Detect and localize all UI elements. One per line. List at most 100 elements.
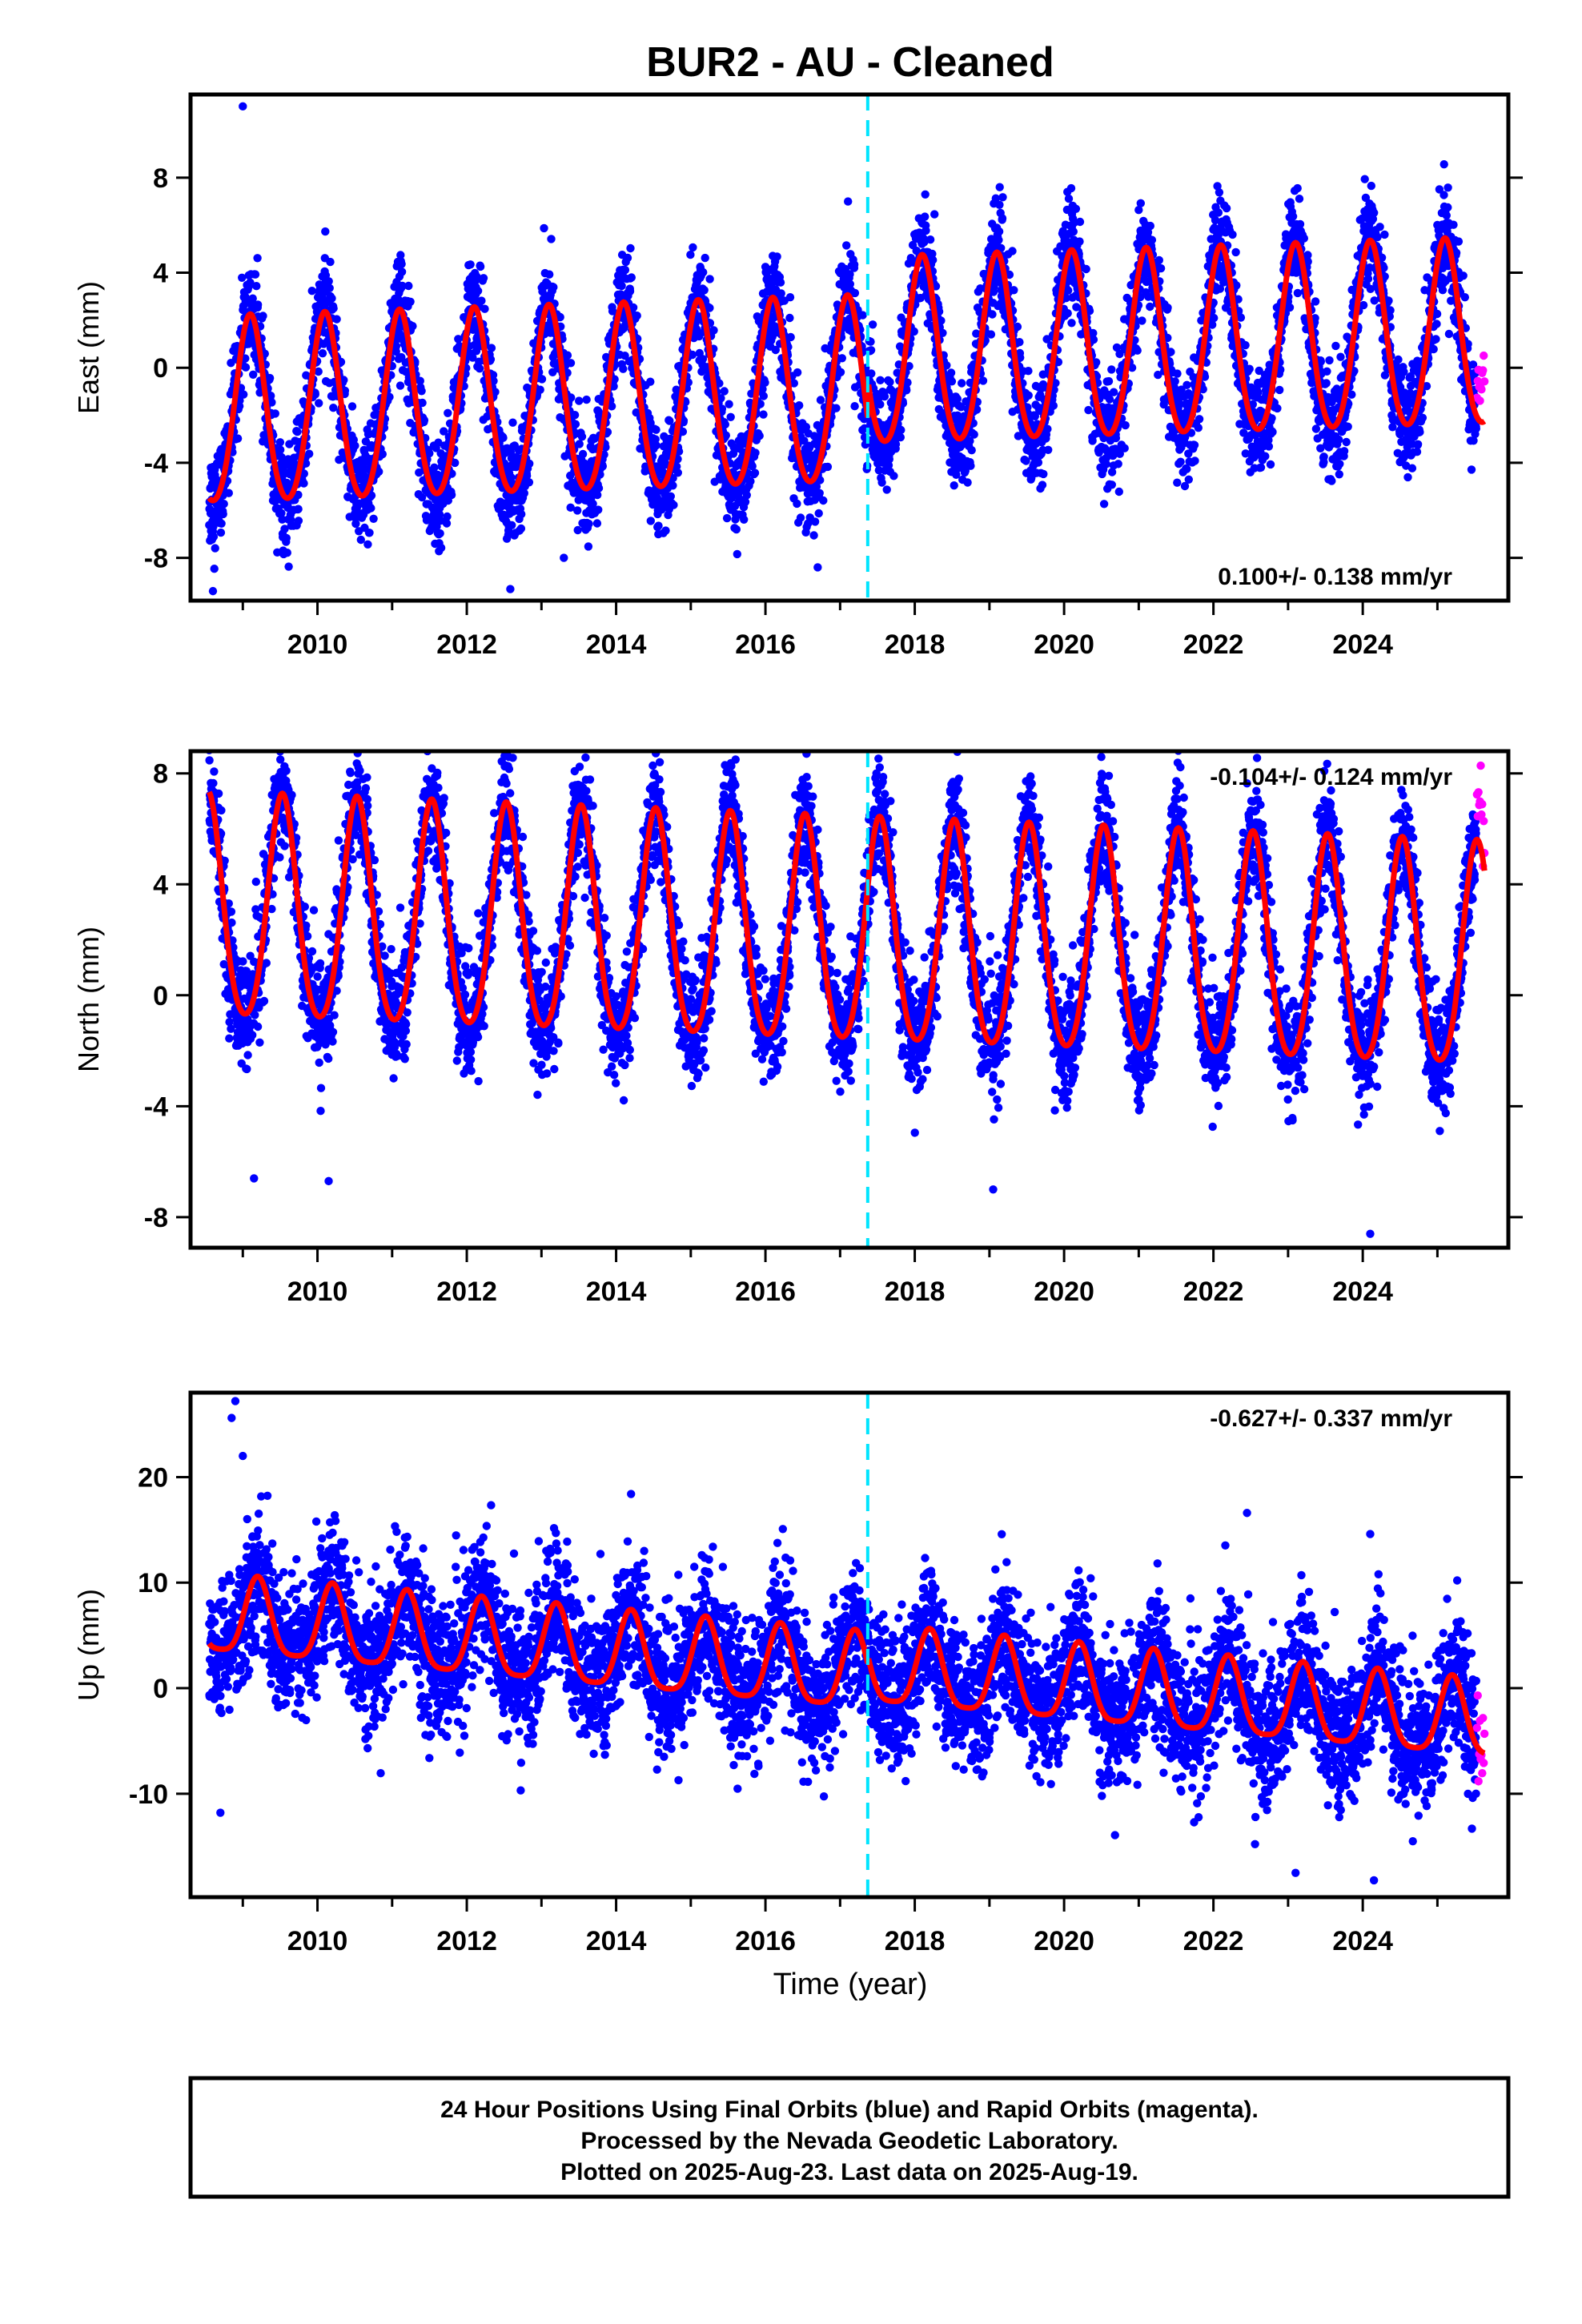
final-orbit-point	[522, 471, 532, 480]
final-orbit-point	[524, 478, 534, 487]
final-orbit-point	[632, 312, 641, 320]
final-orbit-point	[278, 515, 287, 524]
final-orbit-point	[434, 438, 443, 447]
final-orbit-point	[966, 461, 975, 470]
final-orbit-point	[517, 509, 526, 519]
final-orbit-point	[246, 278, 255, 287]
final-orbit-point	[1075, 237, 1084, 246]
final-orbit-point	[882, 485, 891, 494]
final-orbit-point	[435, 510, 444, 519]
final-orbit-point	[909, 327, 918, 336]
final-orbit-point	[609, 382, 618, 391]
final-orbit-point	[315, 399, 323, 408]
final-orbit-point	[673, 468, 682, 477]
final-orbit-point	[398, 281, 407, 291]
final-orbit-point	[651, 435, 660, 444]
final-orbit-point	[620, 265, 630, 275]
final-orbit-point	[582, 395, 591, 404]
final-orbit-point	[998, 214, 1007, 223]
final-orbit-point	[415, 468, 424, 477]
final-orbit-point	[885, 455, 894, 464]
final-orbit-point	[657, 505, 666, 514]
final-orbit-point	[994, 227, 1004, 236]
final-orbit-point	[850, 288, 860, 298]
final-orbit-point	[375, 467, 383, 476]
final-orbit-point	[294, 490, 303, 500]
final-orbit-point	[842, 241, 851, 250]
final-orbit-point	[646, 377, 655, 386]
final-orbit-point	[1214, 208, 1223, 217]
final-orbit-point	[326, 257, 335, 267]
final-orbit-point	[617, 281, 626, 291]
final-orbit-point	[1231, 247, 1240, 257]
final-orbit-point	[1191, 456, 1199, 465]
final-orbit-point	[793, 368, 802, 377]
final-orbit-point	[1195, 415, 1204, 424]
final-orbit-point	[397, 267, 407, 276]
final-orbit-point	[418, 398, 427, 408]
final-orbit-point	[988, 310, 997, 319]
final-orbit-point	[332, 315, 341, 324]
final-orbit-point	[584, 519, 593, 529]
final-orbit-point	[819, 496, 828, 505]
final-orbit-point	[216, 528, 226, 537]
final-orbit-point	[947, 377, 957, 386]
final-orbit-point	[958, 379, 966, 388]
final-orbit-point	[312, 308, 322, 316]
final-orbit-point	[1176, 457, 1185, 466]
final-orbit-point	[1121, 420, 1130, 430]
final-orbit-point	[252, 282, 261, 291]
chart-title: BUR2 - AU - Cleaned	[646, 39, 1054, 86]
final-orbit-point	[755, 432, 764, 440]
final-orbit-point	[571, 420, 580, 428]
final-orbit-point	[507, 472, 516, 482]
final-orbit-point	[566, 359, 576, 368]
final-orbit-point	[573, 506, 582, 515]
final-orbit-point	[570, 411, 580, 420]
final-orbit-point	[814, 509, 823, 518]
final-orbit-point	[210, 565, 219, 573]
final-orbit-point	[1254, 388, 1263, 397]
final-orbit-point	[950, 481, 958, 490]
final-orbit-point	[416, 376, 424, 385]
final-orbit-point	[1154, 255, 1164, 265]
final-orbit-point	[248, 294, 257, 303]
final-orbit-point	[299, 469, 308, 478]
final-orbit-point	[732, 525, 741, 534]
final-orbit-point	[508, 418, 517, 427]
final-orbit-point	[619, 364, 628, 373]
final-orbit-point	[995, 200, 1004, 209]
final-orbit-point	[995, 183, 1004, 191]
final-orbit-point	[327, 294, 336, 303]
final-orbit-point	[733, 549, 741, 559]
final-orbit-point	[601, 443, 610, 452]
final-orbit-point	[688, 350, 697, 360]
final-orbit-point	[224, 489, 233, 497]
final-orbit-point	[785, 313, 794, 323]
final-orbit-point	[1173, 369, 1182, 378]
final-orbit-point	[607, 402, 616, 411]
final-orbit-point	[1182, 464, 1191, 473]
final-orbit-point	[475, 364, 484, 373]
final-orbit-point	[773, 252, 781, 261]
final-orbit-point	[1064, 194, 1074, 203]
final-orbit-point	[795, 401, 804, 410]
final-orbit-point	[692, 324, 701, 334]
final-orbit-point	[476, 262, 485, 271]
final-orbit-point	[889, 472, 898, 480]
final-orbit-point	[793, 499, 801, 509]
final-orbit-point	[1024, 391, 1033, 400]
final-orbit-point	[367, 504, 375, 513]
final-orbit-point	[1010, 286, 1018, 295]
final-orbit-point	[1024, 367, 1033, 376]
final-orbit-point	[363, 540, 372, 549]
final-orbit-point	[454, 335, 463, 344]
final-orbit-point	[487, 344, 496, 352]
final-orbit-point	[396, 381, 405, 390]
final-orbit-point	[219, 509, 227, 519]
final-orbit-point	[837, 354, 847, 363]
final-orbit-point	[436, 529, 444, 538]
final-orbit-point	[479, 274, 488, 283]
final-orbit-point	[396, 251, 405, 259]
final-orbit-point	[267, 392, 275, 400]
